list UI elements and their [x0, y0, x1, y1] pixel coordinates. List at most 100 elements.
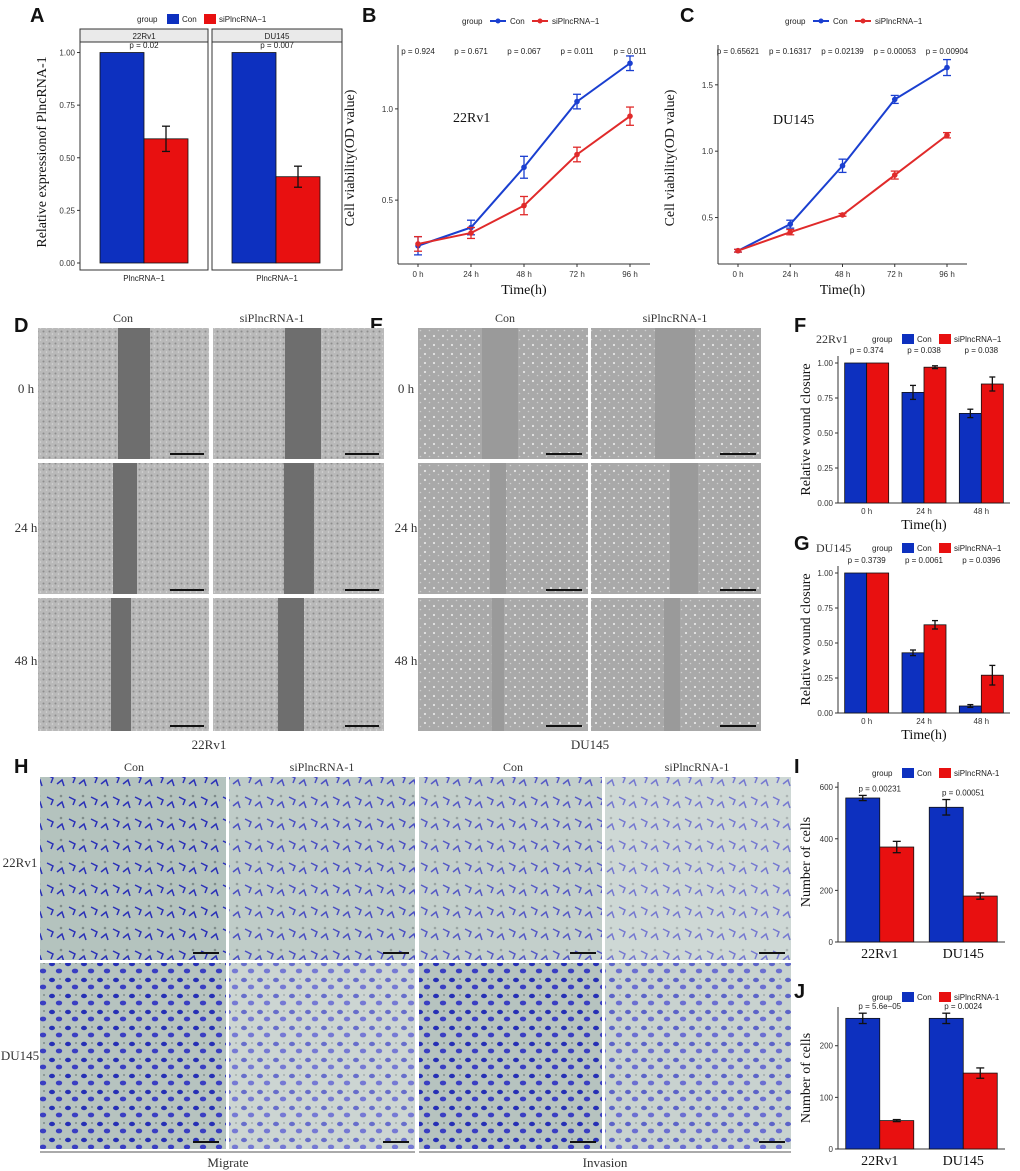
panel-e-row-0h: 0 h [398, 381, 415, 396]
cell-line-annotation: 22Rv1 [816, 332, 848, 346]
legend-title: group [872, 769, 893, 778]
y-tick-label: 1.00 [817, 359, 833, 368]
chart-a-expression: group Con siPlncRNA−1 Relative expressionof… [35, 14, 343, 283]
x-tick-label: PlncRNA−1 [256, 274, 298, 283]
wound-gap [285, 328, 321, 459]
legend-marker-con [818, 18, 824, 24]
cell-line-annotation: 22Rv1 [453, 111, 490, 126]
facet-frame [79, 41, 209, 271]
panel-d-wound-22rv1: Con siPlncRNA-1 0 h 24 h 48 h 22Rv1 [15, 311, 384, 752]
micrograph-h-du145-con-migrate [40, 963, 226, 1149]
p-value-label: p = 0.011 [614, 47, 648, 56]
wound-gap [655, 328, 695, 459]
y-tick-label: 200 [820, 886, 834, 895]
legend-swatch-si [939, 334, 951, 344]
x-tick-label: 24 h [463, 270, 479, 279]
y-tick-label: 0.5 [382, 196, 394, 205]
y-tick-label: 200 [820, 1042, 834, 1051]
x-axis-label: Time(h) [901, 728, 947, 743]
y-tick-label: 0.00 [817, 709, 833, 718]
bar-con [845, 1017, 881, 1150]
panel-h-transwell: Con siPlncRNA-1 Con siPlncRNA-1 22Rv1 DU… [1, 760, 791, 1170]
x-axis-label: Time(h) [501, 283, 547, 298]
panel-label-b: B [362, 5, 376, 27]
chart-c-viability-du145: group Con siPlncRNA−1 0.5 1.0 1.5 Cell viabili… [663, 17, 969, 298]
y-tick-label: 0.50 [817, 429, 833, 438]
facet-frame [211, 41, 343, 271]
p-value-label: p = 0.0396 [962, 556, 1001, 565]
series-line-si [417, 115, 631, 245]
wound-gap [670, 463, 698, 594]
bar-si [879, 846, 915, 943]
y-tick-label: 0.00 [59, 259, 75, 268]
micrograph-h-22rv1-con-migrate [40, 777, 226, 960]
bar-con [845, 797, 881, 943]
legend-marker-con [495, 18, 501, 24]
x-tick-label: 48 h [516, 270, 532, 279]
legend-title: group [872, 993, 893, 1002]
legend-label-si: siPlncRNA-1 [954, 769, 1000, 778]
legend-label-si: siPlncRNA−1 [875, 17, 923, 26]
y-tick-label: 100 [820, 1093, 834, 1102]
y-tick-label: 0 [829, 938, 834, 947]
p-value-label: p = 0.671 [454, 47, 488, 56]
wound-gap [482, 328, 518, 459]
x-tick-label: 0 h [861, 717, 872, 726]
legend-swatch-con [902, 334, 914, 344]
bar-si [866, 572, 890, 714]
data-point-si [891, 172, 898, 178]
p-value-label: p = 0.007 [260, 41, 294, 50]
x-tick-label: 96 h [939, 270, 955, 279]
data-point-con [839, 162, 846, 169]
x-tick-label: 22Rv1 [861, 1154, 898, 1169]
x-tick-label: 22Rv1 [861, 947, 898, 962]
y-tick-label: 1.00 [817, 569, 833, 578]
bar-si [980, 383, 1004, 504]
legend-swatch-si [204, 14, 216, 24]
p-value-label: p = 0.02139 [821, 47, 864, 56]
y-tick-label: 1.5 [702, 81, 714, 90]
data-point-si [521, 202, 527, 209]
wound-gap [490, 463, 506, 594]
y-tick-label: 0.25 [59, 206, 75, 215]
x-tick-label: PlncRNA−1 [123, 274, 165, 283]
panel-e-caption: DU145 [571, 737, 609, 752]
panel-d-col-si: siPlncRNA-1 [240, 311, 305, 325]
p-value-label: p = 0.3739 [848, 556, 887, 565]
legend-title: group [872, 544, 893, 553]
legend-label-con: Con [917, 544, 932, 553]
panel-label-j: J [794, 981, 805, 1003]
chart-g-wound-du145: DU145 group Con siPlncRNA−1 0.00 0.25 0.50 0.75… [799, 541, 1010, 743]
legend-title: group [137, 15, 158, 24]
facet-label: DU145 [265, 32, 290, 41]
cell-line-annotation: DU145 [816, 541, 851, 555]
y-tick-label: 1.00 [59, 49, 75, 58]
panel-h-col-con-invasion: Con [503, 760, 523, 774]
panel-label-f: F [794, 315, 806, 337]
x-tick-label: 96 h [622, 270, 638, 279]
y-axis-label: Relative wound closure [799, 573, 814, 705]
wound-gap [113, 463, 137, 594]
y-axis-label: Relative expressionof PlncRNA-1 [35, 56, 50, 247]
y-tick-label: 600 [820, 783, 834, 792]
x-tick-label: 48 h [974, 717, 990, 726]
p-value-label: p = 5.6e−05 [858, 1002, 901, 1011]
p-value-label: p = 0.00904 [926, 47, 969, 56]
x-tick-label: 0 h [732, 270, 743, 279]
bar-si [962, 895, 998, 943]
panel-h-col-con-migrate: Con [124, 760, 144, 774]
panel-label-g: G [794, 533, 810, 555]
legend-swatch-con [902, 768, 914, 778]
chart-j-invasion-counts: group Con siPlncRNA-1 0 100 200 Number of cell… [799, 992, 1005, 1169]
panel-label-d: D [14, 315, 28, 337]
bar-con [844, 362, 868, 504]
panel-h-col-si-migrate: siPlncRNA-1 [290, 760, 355, 774]
bar-con [928, 806, 964, 943]
data-point-con [787, 221, 794, 227]
micrograph-h-du145-si-migrate [229, 963, 415, 1149]
legend-label-con: Con [917, 993, 932, 1002]
legend-swatch-con [902, 992, 914, 1002]
legend-swatch-si [939, 768, 951, 778]
p-value-label: p = 0.011 [561, 47, 595, 56]
y-tick-label: 0.00 [817, 499, 833, 508]
